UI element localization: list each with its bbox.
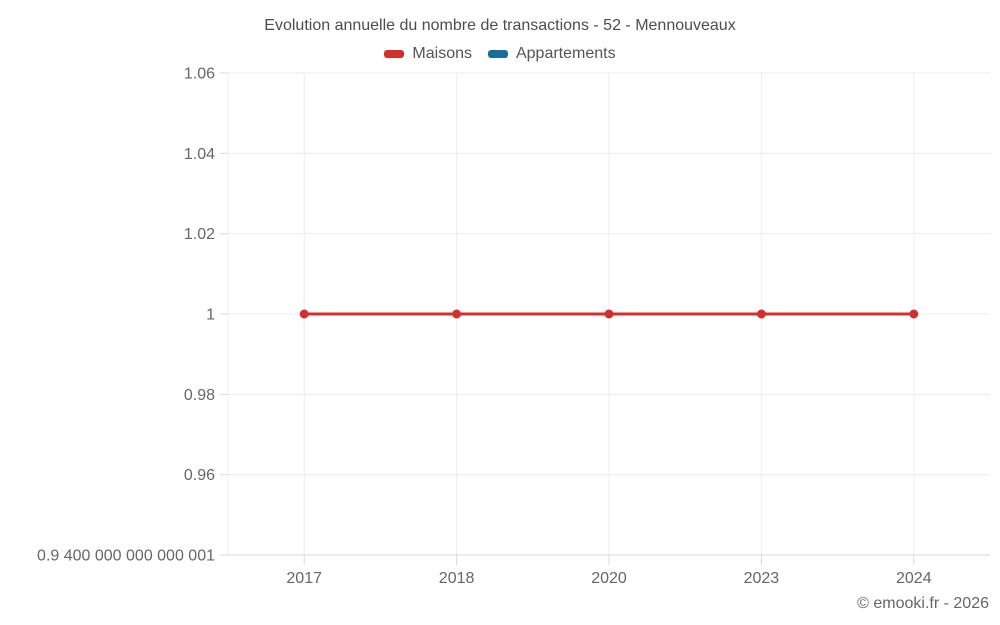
appartements-swatch-icon [487, 50, 508, 58]
svg-text:0.98: 0.98 [184, 387, 215, 404]
chart-title: Evolution annuelle du nombre de transact… [264, 17, 736, 34]
svg-text:1.06: 1.06 [184, 66, 215, 83]
svg-text:0.96: 0.96 [184, 467, 215, 484]
svg-text:2017: 2017 [286, 570, 322, 587]
legend-label-appartements: Appartements [515, 45, 616, 62]
svg-text:2018: 2018 [439, 570, 475, 587]
svg-text:2024: 2024 [896, 570, 932, 587]
legend-item-maisons[interactable]: Maisons [384, 45, 472, 63]
legend-item-appartements[interactable]: Appartements [487, 45, 616, 63]
svg-text:1.02: 1.02 [184, 226, 215, 243]
svg-text:2020: 2020 [591, 570, 627, 587]
copyright: © emooki.fr - 2026 [857, 595, 989, 612]
svg-text:1.04: 1.04 [184, 146, 215, 163]
maisons-swatch-icon [384, 50, 405, 58]
svg-text:2023: 2023 [744, 570, 780, 587]
legend: Maisons Appartements [0, 45, 1000, 63]
svg-text:0.9 400 000 000 000 001: 0.9 400 000 000 000 001 [37, 548, 215, 565]
legend-label-maisons: Maisons [412, 45, 472, 62]
svg-text:1: 1 [206, 307, 215, 324]
